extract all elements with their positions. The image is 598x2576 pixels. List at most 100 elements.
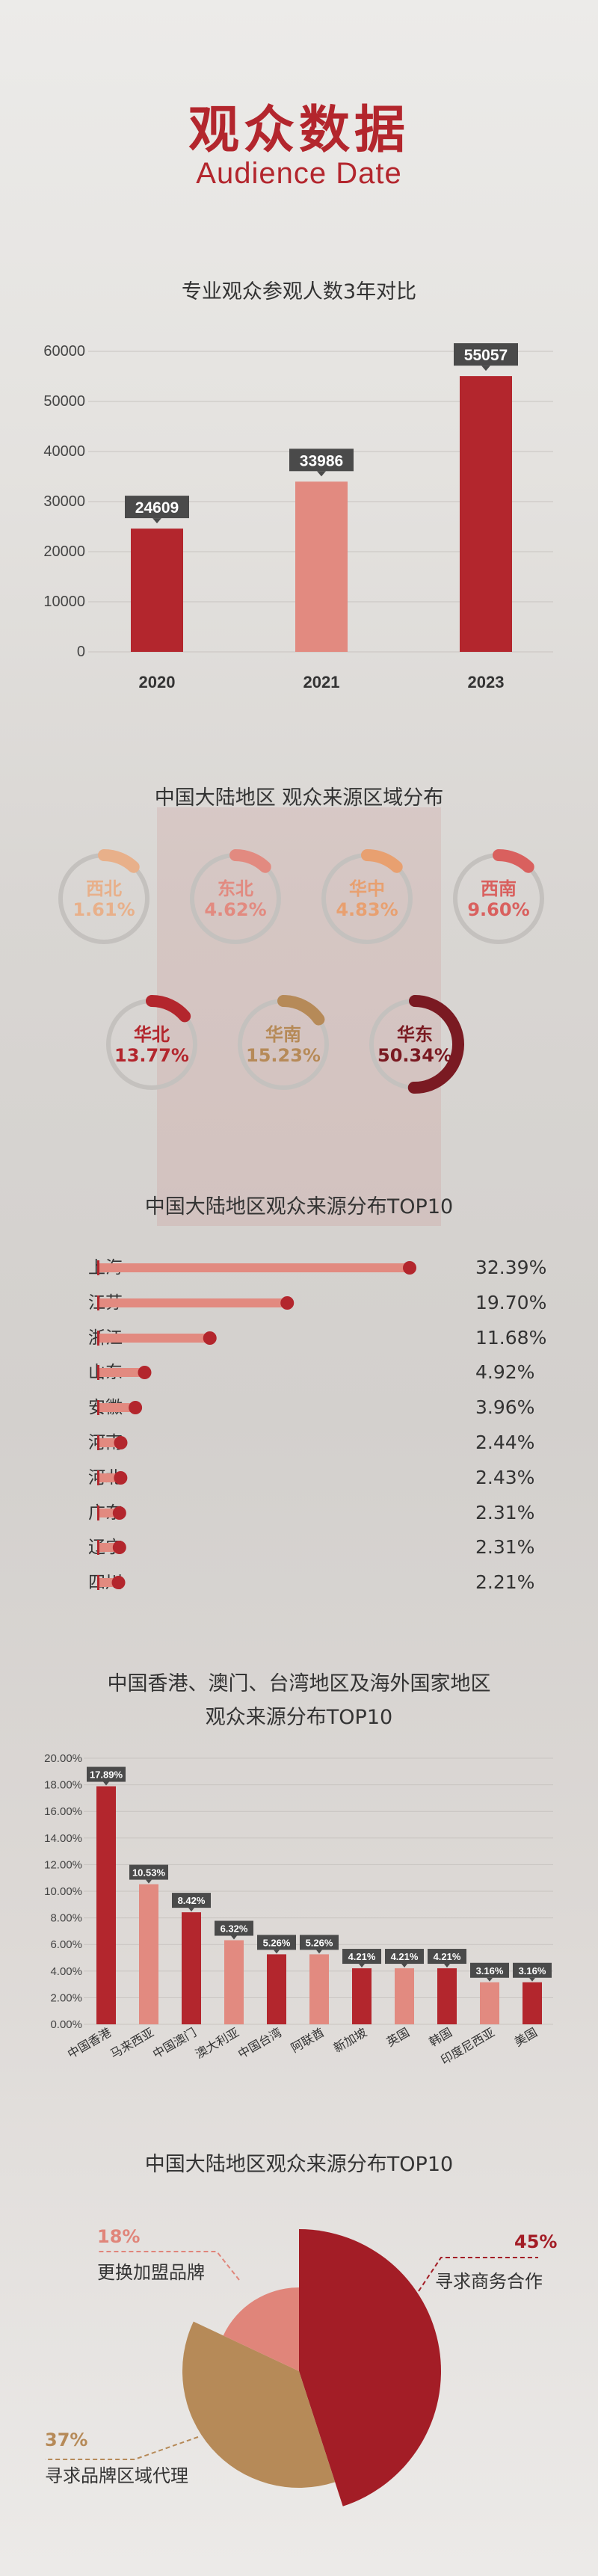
background-banner: [157, 807, 441, 1226]
value-label-pointer: [444, 1964, 450, 1968]
x-tick-label: 新加坡: [331, 2025, 369, 2055]
bar-end-dot: [203, 1331, 217, 1345]
y-tick-label: 18.00%: [44, 1779, 82, 1792]
value-label-box: [289, 449, 354, 472]
y-tick-label: 2.00%: [50, 1991, 82, 2004]
province-row: 河南2.44%: [0, 1428, 598, 1458]
pie-slice-value: 45%: [514, 2231, 558, 2252]
bar-start-mark: [97, 1505, 99, 1520]
province-bar-graphic: [97, 1295, 295, 1310]
ring-value: 50.34%: [377, 1045, 452, 1066]
ring-label: 东北: [218, 878, 253, 899]
value-label: 4.21%: [434, 1951, 461, 1962]
value-label-box: [470, 1962, 509, 1978]
purpose-pie-chart: [45, 2229, 538, 2506]
ring-item: 华北 13.77%: [102, 994, 202, 1094]
province-value: 2.31%: [475, 1536, 535, 1559]
y-tick-label: 12.00%: [44, 1858, 82, 1871]
province-bar-graphic: [97, 1575, 126, 1591]
y-tick-label: 0.00%: [50, 2018, 82, 2031]
x-tick-label: 韩国: [427, 2025, 454, 2049]
province-bar-graphic: [97, 1400, 143, 1416]
y-tick-label: 50000: [43, 393, 85, 410]
value-label-pointer: [152, 518, 161, 524]
bar-start-mark: [97, 1470, 99, 1485]
value-label: 4.21%: [391, 1951, 419, 1962]
ring-label: 华东: [397, 1024, 433, 1045]
province-row: 安徽3.96%: [0, 1393, 598, 1423]
bar-end-dot: [112, 1541, 126, 1555]
x-tick-label: 中国台湾: [235, 2025, 284, 2061]
bar-end-dot: [114, 1470, 128, 1485]
value-label: 55057: [464, 347, 508, 364]
ring-arc: [493, 849, 534, 873]
value-label: 3.16%: [519, 1965, 546, 1976]
bar: [480, 1982, 499, 2024]
province-value: 11.68%: [475, 1326, 547, 1349]
bar-chart-title: 专业观众参观人数3年对比: [181, 280, 417, 303]
province-bar-graphic: [97, 1540, 126, 1556]
value-label-box: [342, 1949, 381, 1965]
x-tick-label: 阿联酋: [289, 2025, 327, 2055]
visitor-bar-chart: 0 10000 20000 30000 40000 50000 60000 24609 2020…: [43, 343, 553, 691]
province-bar-graphic: [97, 1505, 126, 1520]
value-label-box: [129, 1864, 168, 1880]
y-tick-label: 20.00%: [44, 1752, 82, 1765]
province-row: 河北2.43%: [0, 1463, 598, 1493]
ring-value: 13.77%: [114, 1045, 189, 1066]
y-tick-label: 10000: [43, 594, 85, 610]
province-value: 2.21%: [475, 1571, 535, 1594]
province-bar-graphic: [97, 1470, 128, 1485]
province-bar: [97, 1263, 410, 1272]
ring-item: 华南 15.23%: [233, 994, 333, 1094]
ring-graphic: [190, 849, 281, 944]
bar-end-dot: [280, 1295, 295, 1310]
province-row: 辽宁2.31%: [0, 1532, 598, 1562]
bar: [395, 1968, 414, 2024]
value-label-pointer: [481, 366, 490, 372]
bar: [309, 1954, 329, 2024]
page-title: 观众数据: [188, 101, 410, 160]
ring-arc: [98, 849, 140, 873]
province-bar: [97, 1298, 288, 1307]
bar-end-dot: [111, 1576, 126, 1590]
leader-line: [97, 2251, 240, 2281]
value-label-pointer: [146, 1879, 152, 1884]
value-label-pointer: [359, 1964, 365, 1968]
y-tick-label: 40000: [43, 443, 85, 460]
y-tick-label: 60000: [43, 343, 85, 360]
value-label: 24609: [135, 499, 179, 517]
value-label: 10.53%: [132, 1867, 166, 1879]
province-bar: [97, 1333, 210, 1343]
value-label-pointer: [529, 1977, 535, 1982]
ring-arc: [277, 995, 325, 1026]
x-tick-label: 马来西亚: [108, 2025, 156, 2061]
ring-value: 9.60%: [467, 899, 530, 920]
bar-end-dot: [129, 1401, 143, 1415]
ring-graphic: [453, 849, 544, 944]
bar-start-mark: [97, 1260, 99, 1275]
ring-chart-title: 中国大陆地区 观众来源区域分布: [154, 786, 444, 810]
province-row: 上海32.39%: [0, 1253, 598, 1283]
pie-slice: [299, 2229, 442, 2506]
ring-item: 西北 1.61%: [54, 848, 154, 949]
ring-graphic: [106, 995, 197, 1090]
province-row: 四川2.21%: [0, 1568, 598, 1597]
ring-label: 西北: [86, 878, 122, 899]
value-label-box: [428, 1949, 466, 1965]
value-label-pointer: [316, 1950, 322, 1954]
value-label-box: [172, 1893, 211, 1908]
province-row: 山东4.92%: [0, 1358, 598, 1387]
ring-item: 西南 9.60%: [449, 848, 549, 949]
value-label-pointer: [317, 471, 326, 477]
y-tick-label: 8.00%: [50, 1912, 82, 1925]
x-tick-label: 澳大利亚: [193, 2025, 241, 2061]
value-label: 3.16%: [476, 1965, 504, 1976]
overseas-title-line2: 观众来源分布TOP10: [205, 1706, 393, 1729]
y-tick-label: 10.00%: [44, 1885, 82, 1898]
pie-slice-label: 更换加盟品牌: [97, 2262, 205, 2283]
bar: [295, 481, 348, 652]
bar-start-mark: [97, 1400, 99, 1416]
y-tick-label: 0: [77, 644, 85, 660]
province-row: 广东2.31%: [0, 1498, 598, 1528]
